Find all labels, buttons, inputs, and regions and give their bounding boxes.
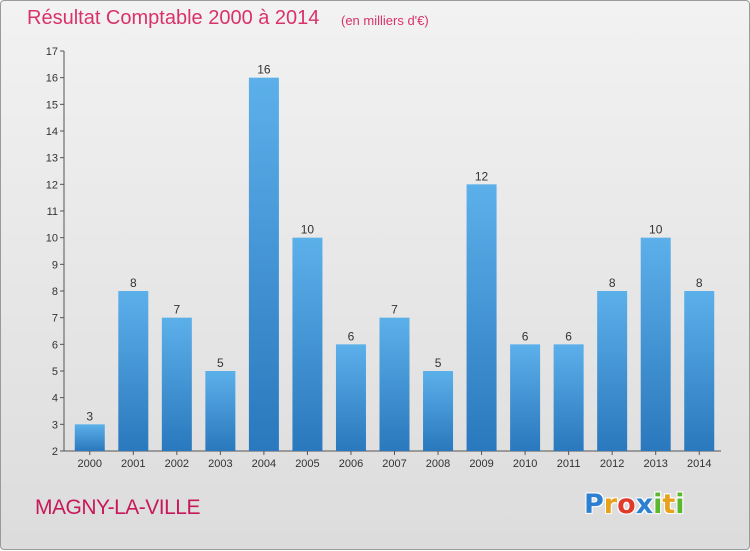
y-tick-label: 12 <box>46 179 58 191</box>
data-label: 16 <box>257 63 271 77</box>
data-label: 7 <box>391 303 398 317</box>
data-label: 6 <box>522 329 529 343</box>
logo-letter: i <box>653 489 663 520</box>
bar-2000 <box>74 424 105 451</box>
data-label: 10 <box>649 223 663 237</box>
x-tick-label: 2011 <box>557 458 581 470</box>
data-label: 7 <box>173 303 180 317</box>
x-tick-label: 2013 <box>643 458 667 470</box>
x-tick-label: 2007 <box>382 458 406 470</box>
data-label: 5 <box>217 356 224 370</box>
x-tick-label: 2003 <box>208 458 232 470</box>
chart-bars: 3 8 7 5 16 10 6 7 5 12 6 6 8 10 8 <box>74 63 715 452</box>
data-label: 8 <box>130 276 137 290</box>
logo-letter: r <box>603 489 618 520</box>
bar-2003 <box>205 371 236 451</box>
data-label: 6 <box>565 329 572 343</box>
data-label: 3 <box>86 409 93 423</box>
x-tick-label: 2012 <box>600 458 624 470</box>
y-tick-label: 2 <box>52 446 58 458</box>
data-label: 6 <box>348 329 355 343</box>
y-tick-label: 7 <box>52 313 58 325</box>
bar-2007 <box>379 317 410 451</box>
logo-letter: o <box>617 489 636 520</box>
y-tick-label: 13 <box>46 153 58 165</box>
y-tick-label: 17 <box>46 46 58 58</box>
bar-2006 <box>335 344 366 451</box>
data-label: 12 <box>475 169 489 183</box>
bar-2014 <box>684 291 715 451</box>
data-label: 8 <box>609 276 616 290</box>
x-tick-label: 2004 <box>252 458 276 470</box>
chart-title: Résultat Comptable 2000 à 2014 <box>27 7 320 29</box>
y-tick-label: 15 <box>46 99 58 111</box>
bar-2005 <box>292 237 323 451</box>
y-tick-label: 16 <box>46 73 58 85</box>
x-tick-label: 2009 <box>469 458 493 470</box>
x-tick-label: 2014 <box>687 458 711 470</box>
chart-subtitle: (en milliers d'€) <box>341 13 429 28</box>
bar-2004 <box>248 77 279 452</box>
y-tick-label: 3 <box>52 419 58 431</box>
data-label: 5 <box>435 356 442 370</box>
proxiti-logo: Proxiti <box>584 489 685 520</box>
logo-letter: i <box>675 489 685 520</box>
bar-2013 <box>640 237 671 451</box>
city-name: MAGNY-LA-VILLE <box>35 496 200 519</box>
x-tick-label: 2008 <box>426 458 450 470</box>
x-tick-label: 2010 <box>513 458 537 470</box>
bar-2008 <box>423 371 454 451</box>
x-tick-label: 2000 <box>78 458 102 470</box>
bar-2002 <box>161 317 192 451</box>
y-tick-label: 9 <box>52 259 58 271</box>
y-tick-label: 5 <box>52 366 58 378</box>
data-label: 8 <box>696 276 703 290</box>
y-tick-label: 10 <box>46 233 58 245</box>
y-tick-label: 6 <box>52 339 58 351</box>
y-tick-label: 14 <box>46 126 58 138</box>
logo-letter: x <box>635 489 654 520</box>
x-tick-label: 2001 <box>121 458 145 470</box>
bar-2011 <box>553 344 584 451</box>
y-tick-label: 11 <box>47 206 58 218</box>
y-tick-label: 8 <box>52 286 58 298</box>
x-tick-label: 2006 <box>339 458 363 470</box>
bar-2012 <box>597 291 628 451</box>
logo-letter: t <box>662 489 676 520</box>
bar-2010 <box>510 344 541 451</box>
x-tick-label: 2002 <box>165 458 189 470</box>
bar-2001 <box>118 291 149 451</box>
data-label: 10 <box>301 223 315 237</box>
x-tick-label: 2005 <box>295 458 319 470</box>
bar-2009 <box>466 184 497 452</box>
logo-letter: P <box>584 489 604 520</box>
y-tick-label: 4 <box>52 393 58 405</box>
